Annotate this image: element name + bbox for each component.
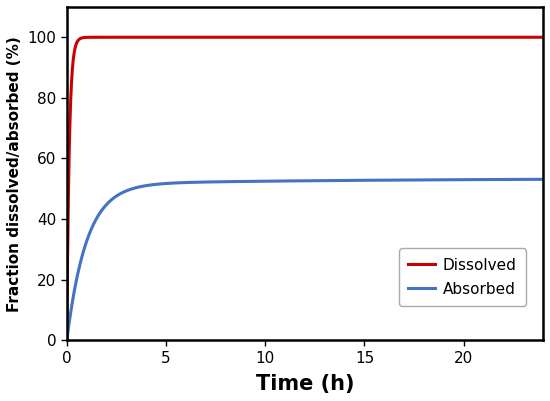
Dissolved: [156, 35, 163, 40]
Absorbed: [63, 338, 70, 343]
Y-axis label: Fraction dissolved/absorbed (%): Fraction dissolved/absorbed (%): [7, 36, 22, 312]
Line: Absorbed: Absorbed: [67, 179, 543, 340]
Absorbed: [540, 177, 546, 182]
X-axis label: Time (h): Time (h): [256, 374, 354, 394]
Dissolved: [246, 35, 253, 40]
Absorbed: [479, 177, 486, 182]
Dissolved: [118, 35, 124, 40]
Absorbed: [118, 191, 124, 196]
Absorbed: [246, 179, 252, 184]
Absorbed: [267, 179, 273, 184]
Dissolved: [267, 35, 273, 40]
Dissolved: [540, 35, 546, 40]
Absorbed: [146, 183, 153, 188]
Dissolved: [146, 35, 153, 40]
Absorbed: [530, 177, 537, 182]
Dissolved: [479, 35, 486, 40]
Legend: Dissolved, Absorbed: Dissolved, Absorbed: [399, 249, 526, 306]
Line: Dissolved: Dissolved: [67, 37, 543, 340]
Dissolved: [63, 338, 70, 343]
Dissolved: [531, 35, 537, 40]
